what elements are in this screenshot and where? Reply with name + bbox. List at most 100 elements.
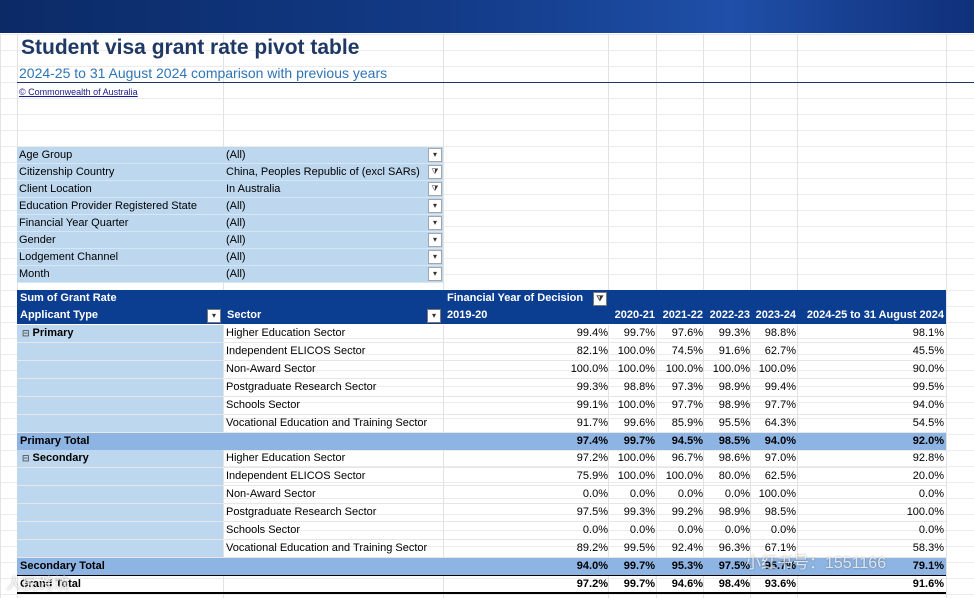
grant-rate-cell: 100.0% [617, 363, 655, 375]
grant-rate-cell: 0.0% [582, 524, 608, 536]
page-title: Student visa grant rate pivot table [21, 36, 360, 59]
group-name: Secondary [32, 452, 89, 464]
filter-value: (All) [226, 268, 246, 280]
collapse-icon[interactable]: ⊟ [22, 328, 30, 338]
grant-rate-cell: 90.0% [912, 363, 944, 375]
total-cell: 98.5% [718, 435, 750, 447]
grant-rate-cell: 0.0% [724, 524, 750, 536]
grand-total-cell: 97.2% [576, 578, 608, 590]
applicant-type-label: ⊟ Secondary [22, 452, 89, 464]
sector-label: Non-Award Sector [226, 488, 316, 500]
filter-icon[interactable]: ⧩ [593, 292, 607, 306]
grant-rate-cell: 98.5% [764, 506, 796, 518]
dropdown-icon[interactable]: ▾ [428, 267, 442, 281]
pivot-table: Sum of Grant Rate Financial Year of Decis… [17, 290, 946, 594]
filter-row: Lodgement Channel (All) ▾ [17, 249, 443, 266]
filter-row: Month (All) ▾ [17, 266, 443, 283]
grant-rate-cell: 100.0% [665, 363, 703, 375]
table-row: Schools Sector 99.1% 100.0% 97.7% 98.9% 97.7%… [17, 397, 946, 415]
filter-label: Month [19, 268, 50, 280]
total-cell: 94.0% [764, 435, 796, 447]
filter-icon[interactable]: ⧩ [428, 165, 442, 179]
grant-rate-cell: 85.9% [671, 417, 703, 429]
grant-rate-cell: 62.5% [764, 470, 796, 482]
grand-total-cell: 99.7% [623, 578, 655, 590]
group-total-label: Primary Total [20, 435, 90, 447]
grant-rate-cell: 99.5% [623, 542, 655, 554]
filter-label: Education Provider Registered State [19, 200, 197, 212]
sector-label: Postgraduate Research Sector [226, 506, 377, 518]
applicant-type-cell [17, 415, 223, 432]
filter-value: (All) [226, 200, 246, 212]
filter-label: Financial Year Quarter [19, 217, 129, 229]
filter-value: (All) [226, 149, 246, 161]
grant-rate-cell: 97.0% [764, 452, 796, 464]
grant-rate-cell: 99.3% [718, 327, 750, 339]
dropdown-icon[interactable]: ▾ [427, 309, 441, 323]
dropdown-icon[interactable]: ▾ [428, 250, 442, 264]
grant-rate-cell: 0.0% [918, 488, 944, 500]
total-cell: 95.7% [764, 560, 796, 572]
dropdown-icon[interactable]: ▾ [207, 309, 221, 323]
table-row: ⊟ Secondary Higher Education Sector 97.2% 10… [17, 450, 946, 468]
dropdown-icon[interactable]: ▾ [428, 199, 442, 213]
grant-rate-cell: 97.6% [671, 327, 703, 339]
filter-row: Client Location In Australia ⧩ [17, 181, 443, 198]
grant-rate-cell: 98.6% [718, 452, 750, 464]
table-row: Postgraduate Research Sector 99.3% 98.8% 97… [17, 379, 946, 397]
grant-rate-cell: 97.5% [576, 506, 608, 518]
group-total-row: Primary Total 97.4% 99.7% 94.5% 98.5% 94.0% 92… [17, 433, 946, 450]
filter-row: Education Provider Registered State (All)… [17, 198, 443, 215]
table-row: Independent ELICOS Sector 82.1% 100.0% 74.5… [17, 343, 946, 361]
table-row: Vocational Education and Training Sector… [17, 415, 946, 433]
column-field-label: Financial Year of Decision [447, 292, 584, 304]
grant-rate-cell: 97.7% [671, 399, 703, 411]
filter-row: Citizenship Country China, Peoples Republ… [17, 164, 443, 181]
page-subtitle: 2024-25 to 31 August 2024 comparison wit… [19, 65, 388, 81]
grant-rate-cell: 97.7% [764, 399, 796, 411]
filter-icon[interactable]: ⧩ [428, 182, 442, 196]
measure-label: Sum of Grant Rate [20, 292, 117, 304]
grant-rate-cell: 98.8% [764, 327, 796, 339]
table-row: ⊟ Primary Higher Education Sector 99.4% 99.7… [17, 325, 946, 343]
filter-label: Gender [19, 234, 56, 246]
grant-rate-cell: 100.0% [617, 470, 655, 482]
grant-rate-cell: 99.3% [623, 506, 655, 518]
total-cell: 92.0% [912, 435, 944, 447]
collapse-icon[interactable]: ⊟ [22, 453, 30, 463]
year-header: 2019-20 [447, 309, 488, 321]
grant-rate-cell: 98.1% [912, 327, 944, 339]
total-cell: 94.5% [671, 435, 703, 447]
filter-value: China, Peoples Republic of (excl SARs) [226, 166, 420, 178]
applicant-type-cell [17, 379, 223, 396]
grant-rate-cell: 99.2% [671, 506, 703, 518]
grant-rate-cell: 95.5% [718, 417, 750, 429]
pivot-header-row: Sum of Grant Rate Financial Year of Decis… [17, 290, 946, 307]
grant-rate-cell: 0.0% [677, 524, 703, 536]
total-cell: 97.4% [576, 435, 608, 447]
filter-label: Client Location [19, 183, 92, 195]
year-header: 2024-25 to 31 August 2024 [806, 309, 944, 321]
applicant-type-cell [17, 486, 223, 503]
dropdown-icon[interactable]: ▾ [428, 216, 442, 230]
grant-rate-cell: 100.0% [617, 452, 655, 464]
year-header: 2022-23 [709, 309, 750, 321]
total-cell: 99.7% [623, 435, 655, 447]
dropdown-icon[interactable]: ▾ [428, 233, 442, 247]
grant-rate-cell: 0.0% [918, 524, 944, 536]
sector-label: Schools Sector [226, 524, 300, 536]
total-cell: 94.0% [576, 560, 608, 572]
grant-rate-cell: 100.0% [665, 470, 703, 482]
copyright-link[interactable]: © Commonwealth of Australia [19, 87, 138, 97]
dropdown-icon[interactable]: ▾ [428, 148, 442, 162]
filter-value: In Australia [226, 183, 281, 195]
filter-label: Lodgement Channel [19, 251, 119, 263]
column-divider [946, 34, 947, 598]
grant-rate-cell: 92.8% [912, 452, 944, 464]
applicant-type-cell [17, 325, 223, 342]
sector-label: Schools Sector [226, 399, 300, 411]
grant-rate-cell: 89.2% [576, 542, 608, 554]
group-total-label: Secondary Total [20, 560, 105, 572]
total-cell: 97.5% [718, 560, 750, 572]
total-cell: 99.7% [623, 560, 655, 572]
